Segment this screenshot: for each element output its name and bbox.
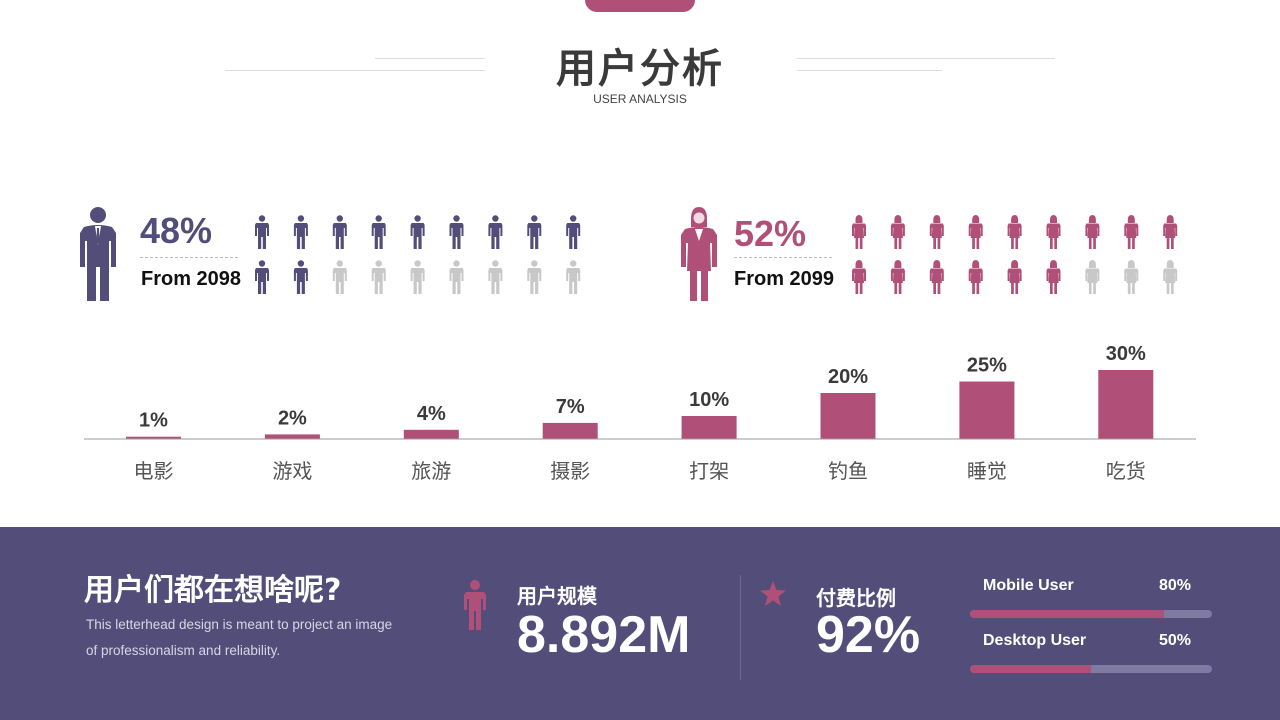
desktop-user-progress: [970, 665, 1212, 673]
footer-description: This letterhead design is meant to proje…: [86, 617, 393, 658]
male-from: From 2098: [141, 268, 242, 290]
man-small-icon: [527, 260, 542, 294]
woman-small-icon: [1124, 260, 1139, 294]
bar: [264, 434, 320, 439]
man-small-icon: [488, 215, 503, 249]
man-small-icon: [566, 260, 581, 294]
woman-small-icon: [1163, 260, 1178, 294]
category-label: 睡觉: [967, 459, 1007, 483]
woman-small-icon: [929, 215, 944, 249]
title-line-left-top: [375, 58, 485, 59]
man-small-icon: [293, 260, 308, 294]
mobile-user-progress: [970, 610, 1212, 618]
man-small-icon: [255, 260, 269, 294]
footer-title: 用户们都在想啥呢?: [84, 573, 342, 608]
mobile-user-label: Mobile User: [983, 577, 1074, 594]
bar: [403, 429, 459, 439]
bar-value-label: 7%: [556, 396, 585, 418]
category-label: 吃货: [1106, 459, 1146, 483]
bar-value-label: 25%: [967, 355, 1007, 377]
bar: [542, 422, 598, 439]
page-subtitle: USER ANALYSIS: [593, 92, 687, 106]
category-label: 电影: [134, 459, 174, 483]
category-label: 游戏: [272, 459, 312, 483]
person-icon: [464, 580, 486, 630]
bar-value-label: 1%: [139, 410, 168, 432]
mobile-user-progress-fill: [970, 610, 1164, 618]
bar: [820, 393, 876, 439]
man-small-icon: [293, 215, 308, 249]
desktop-user-label: Desktop User: [983, 632, 1087, 649]
star-icon: [760, 581, 786, 606]
paid-ratio-label: 付费比例: [816, 586, 896, 610]
woman-small-icon: [852, 260, 866, 294]
bar-value-label: 20%: [828, 366, 868, 388]
woman-small-icon: [1046, 215, 1061, 249]
interest-bar-chart: 1% 电影 2% 游戏 4% 旅游 7% 摄影 10% 打架 20% 钓鱼 25% 睡觉 30% 吃货: [84, 343, 1196, 483]
footer-panel: [0, 527, 1280, 720]
man-small-icon: [527, 215, 542, 249]
man-small-icon: [566, 215, 581, 249]
man-small-icon: [332, 215, 347, 249]
page-title: 用户分析: [556, 46, 724, 92]
man-icon: [80, 207, 116, 301]
male-divider: [140, 257, 238, 258]
bar-value-label: 30%: [1106, 343, 1146, 365]
woman-small-icon: [968, 215, 983, 249]
woman-small-icon: [1085, 260, 1100, 294]
woman-small-icon: [1007, 260, 1022, 294]
bar-value-label: 2%: [278, 407, 307, 429]
woman-small-icon: [1163, 215, 1178, 249]
man-small-icon: [255, 215, 269, 249]
bar: [126, 436, 181, 439]
title-line-right-bottom: [797, 70, 942, 71]
bar-value-label: 10%: [689, 389, 729, 411]
man-small-icon: [410, 215, 425, 249]
woman-icon: [681, 207, 717, 301]
man-small-icon: [371, 260, 386, 294]
paid-ratio-value: 92%: [816, 606, 921, 664]
desktop-user-progress-fill: [970, 665, 1091, 673]
female-from: From 2099: [734, 268, 835, 290]
woman-small-icon: [929, 260, 944, 294]
desktop-user-percent: 50%: [1159, 632, 1192, 649]
woman-small-icon: [1046, 260, 1061, 294]
male-icon-grid: [255, 215, 581, 294]
woman-small-icon: [890, 215, 905, 249]
bar-value-label: 4%: [417, 403, 446, 425]
user-scale-label: 用户规模: [517, 584, 597, 608]
top-tab-decoration: [585, 0, 695, 12]
mobile-user-percent: 80%: [1159, 577, 1192, 594]
footer-separator: [740, 575, 741, 680]
man-small-icon: [371, 215, 386, 249]
user-scale-value: 8.892M: [517, 606, 691, 664]
woman-small-icon: [968, 260, 983, 294]
man-small-icon: [449, 260, 464, 294]
woman-small-icon: [1124, 215, 1139, 249]
woman-small-icon: [852, 215, 866, 249]
bar: [1098, 370, 1154, 439]
category-label: 旅游: [411, 459, 451, 483]
bar: [959, 381, 1015, 439]
female-icon-grid: [852, 215, 1178, 294]
female-percent: 52%: [734, 213, 807, 254]
female-divider: [734, 257, 832, 258]
woman-small-icon: [1085, 215, 1100, 249]
category-label: 摄影: [550, 459, 590, 483]
title-line-right-top: [797, 58, 1055, 59]
man-small-icon: [449, 215, 464, 249]
woman-small-icon: [890, 260, 905, 294]
male-percent: 48%: [140, 210, 213, 251]
category-label: 打架: [689, 459, 729, 483]
man-small-icon: [488, 260, 503, 294]
bar: [681, 416, 737, 439]
woman-small-icon: [1007, 215, 1022, 249]
category-label: 钓鱼: [828, 459, 868, 483]
man-small-icon: [410, 260, 425, 294]
man-small-icon: [332, 260, 347, 294]
title-line-left-bottom: [225, 70, 485, 71]
